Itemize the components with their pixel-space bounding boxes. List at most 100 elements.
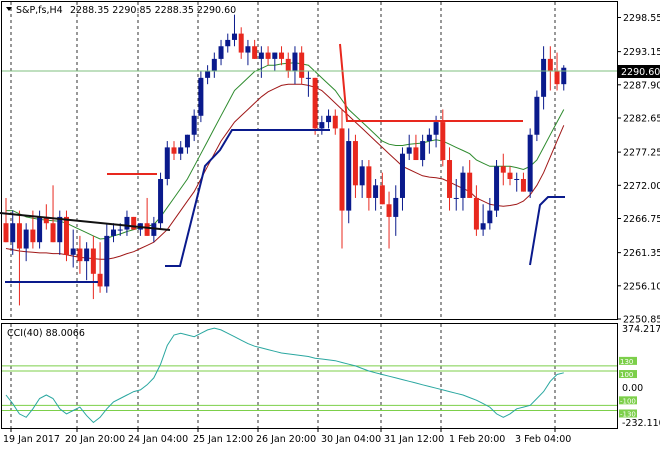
candle-body	[50, 223, 56, 243]
candle	[63, 210, 69, 262]
candle	[50, 185, 56, 243]
price-tick-label: 2256.10	[623, 281, 660, 292]
candle-body	[285, 58, 291, 72]
candle-body	[305, 77, 311, 79]
candle	[527, 128, 533, 198]
candle	[205, 65, 211, 85]
cci-axis: 374.2177 0.00 -232.1105 130 100 -100 -130	[619, 324, 660, 429]
price-tick-label: 2277.25	[623, 148, 660, 159]
candle	[292, 46, 298, 85]
candle-body	[158, 178, 164, 224]
candle-body	[500, 166, 506, 173]
candle	[561, 65, 567, 91]
candle	[124, 210, 130, 236]
candle	[514, 172, 520, 192]
candle	[131, 216, 137, 230]
candle	[373, 178, 379, 211]
cci-level-label: -130	[620, 410, 636, 418]
price-tick-label: 2298.55	[623, 13, 660, 24]
candle	[547, 46, 553, 91]
candlesticks	[3, 14, 567, 306]
candle-body	[467, 172, 473, 198]
candle	[534, 90, 540, 142]
indicator-overlays	[0, 43, 565, 283]
candle-body	[178, 147, 184, 154]
candle-body	[547, 58, 553, 72]
candle-body	[514, 178, 520, 180]
candle	[23, 223, 29, 262]
cci-title: CCI(40) 88.0066	[7, 328, 85, 339]
ohlc-readout: 2288.35 2290.85 2288.35 2290.60	[70, 5, 236, 16]
candle-body	[527, 134, 533, 192]
candle-body	[359, 166, 365, 186]
candle-body	[379, 185, 385, 205]
main-plot-frame	[1, 1, 618, 320]
cci-level-badge	[619, 396, 637, 405]
candle-body	[151, 223, 157, 236]
candle-body	[406, 147, 412, 154]
candle	[184, 134, 190, 154]
candle-body	[426, 134, 432, 142]
candle-body	[211, 58, 217, 72]
candle	[541, 46, 547, 110]
candle	[386, 191, 392, 249]
candle	[305, 71, 311, 97]
candle-body	[111, 229, 117, 236]
triangle-down-icon[interactable]	[6, 7, 12, 11]
candle	[198, 71, 204, 123]
candle-body	[352, 141, 358, 186]
candle	[191, 109, 197, 142]
candle	[218, 39, 224, 66]
candle-body	[23, 229, 29, 249]
price-tick-label: 2261.35	[623, 248, 660, 259]
candle	[70, 229, 76, 268]
time-tick-label: 30 Jan 04:00	[321, 434, 381, 445]
candle-body	[245, 46, 251, 53]
candle	[494, 160, 500, 217]
candle	[245, 39, 251, 66]
cci-level-label: 100	[620, 371, 633, 379]
time-tick-label: 1 Feb 20:00	[449, 434, 505, 445]
candle-body	[433, 122, 439, 135]
price-axis[interactable]: 2298.55 2293.15 2287.90 2282.65 2277.25 2272.…	[617, 13, 660, 326]
time-tick-label: 20 Jan 20:00	[65, 434, 125, 445]
candle-body	[507, 172, 513, 179]
candle	[151, 216, 157, 243]
candle-body	[312, 77, 318, 129]
candle-body	[171, 147, 177, 154]
candle	[339, 109, 345, 249]
candle-body	[292, 52, 298, 72]
blue-step-line-2	[165, 129, 330, 267]
candle	[258, 46, 264, 78]
cci-level-badge	[619, 356, 637, 365]
candle	[473, 185, 479, 236]
candle	[211, 52, 217, 78]
candle-body	[420, 141, 426, 161]
candle	[231, 14, 237, 47]
candle-body	[252, 46, 258, 59]
candle-body	[265, 52, 271, 59]
candle-body	[319, 122, 325, 129]
price-tick-label: 2266.75	[623, 214, 660, 225]
candle-body	[399, 153, 405, 198]
trend-line[interactable]	[0, 212, 171, 231]
time-axis[interactable]: 19 Jan 2017 20 Jan 20:00 24 Jan 04:00 25 Ja…	[3, 428, 571, 445]
candle-body	[440, 122, 446, 161]
candle-body	[225, 39, 231, 47]
candle-body	[30, 229, 36, 243]
candle	[171, 141, 177, 161]
candle-body	[520, 178, 526, 192]
candle-body	[326, 115, 332, 123]
candle-body	[393, 197, 399, 217]
candle-body	[231, 33, 237, 40]
candle	[426, 128, 432, 154]
candle	[440, 109, 446, 167]
candle	[467, 160, 473, 198]
price-tick-label: 2293.15	[623, 47, 660, 58]
cci-tick-label: 0.00	[622, 383, 643, 394]
candle	[379, 172, 385, 205]
candle-body	[37, 216, 43, 243]
candle-body	[279, 52, 285, 59]
candle-body	[480, 223, 486, 230]
